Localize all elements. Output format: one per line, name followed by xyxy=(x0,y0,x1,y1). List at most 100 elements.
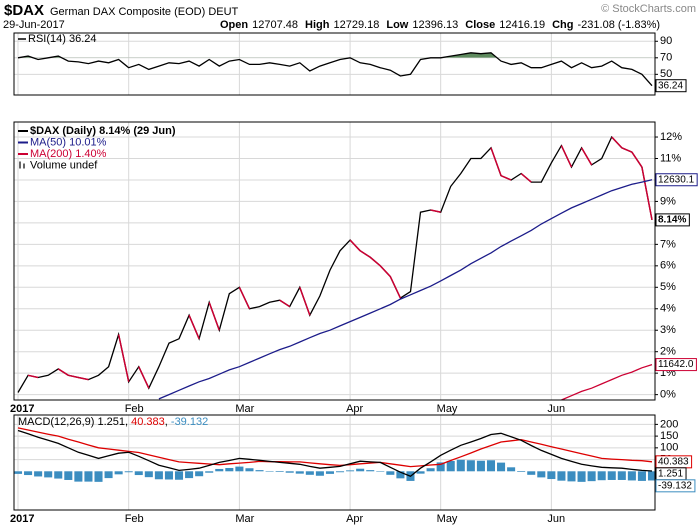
down-segment xyxy=(560,145,573,168)
histogram-bar xyxy=(225,468,234,472)
down-segment xyxy=(500,174,512,181)
histogram-bar xyxy=(34,471,43,477)
quote-label: Low xyxy=(386,19,408,31)
down-segment xyxy=(279,299,291,308)
y-tick-label: 0% xyxy=(660,389,676,401)
x-tick-label: Feb xyxy=(125,513,144,525)
histogram-bar xyxy=(527,471,536,475)
x-tick-label: Mar xyxy=(235,403,254,415)
histogram-bar xyxy=(104,471,113,479)
end-label: -39.132 xyxy=(658,480,692,491)
y-tick-label: 4% xyxy=(660,303,676,315)
down-segment xyxy=(188,314,200,340)
legend-part: -39.132 xyxy=(171,416,208,428)
x-tick-label: Jun xyxy=(547,403,565,415)
histogram-bar xyxy=(507,467,516,472)
down-segment xyxy=(138,366,150,389)
series-line xyxy=(17,429,653,477)
histogram-bar xyxy=(497,462,506,472)
histogram-bar xyxy=(567,471,576,482)
y-tick-label: 100 xyxy=(660,442,678,454)
histogram-bar xyxy=(476,460,485,472)
histogram-bar xyxy=(305,471,314,475)
histogram-bar xyxy=(114,471,123,475)
histogram-bar xyxy=(154,471,163,480)
y-tick-label: 70 xyxy=(660,52,672,64)
histogram-bar xyxy=(295,471,304,474)
quote-value: 12396.13 xyxy=(412,19,458,31)
histogram-bar xyxy=(647,471,655,481)
series-line xyxy=(158,179,653,400)
legend-part: 40.383 xyxy=(131,416,165,428)
y-tick-label: 12% xyxy=(660,131,682,143)
y-tick-label: 200 xyxy=(660,418,678,430)
series-line xyxy=(17,52,653,87)
x-tick-label: Feb xyxy=(125,403,144,415)
end-label: 12630.1 xyxy=(658,174,695,185)
histogram-bar xyxy=(265,471,274,472)
histogram-bar xyxy=(235,466,244,472)
down-segment xyxy=(611,136,623,149)
histogram-bar xyxy=(346,470,355,472)
end-label: 40.383 xyxy=(658,456,689,467)
y-tick-label: 150 xyxy=(660,430,678,442)
histogram-bar xyxy=(547,471,556,480)
histogram-bar xyxy=(215,468,224,472)
y-tick-label: 5% xyxy=(660,281,676,293)
histogram-bar xyxy=(94,471,103,482)
down-segment xyxy=(68,374,79,379)
legend: RSI(14) 36.24 xyxy=(28,33,96,45)
quote-value: 12729.18 xyxy=(333,19,379,31)
histogram-bar xyxy=(426,468,435,472)
end-label: 36.24 xyxy=(658,80,683,91)
x-tick-label: May xyxy=(437,403,458,415)
histogram-bar xyxy=(356,468,365,472)
y-tick-label: 6% xyxy=(660,260,676,272)
end-label-box xyxy=(655,479,696,493)
down-segment xyxy=(349,239,361,252)
x-tick-label: 2017 xyxy=(10,513,34,525)
histogram-bar xyxy=(325,471,334,474)
legend-entry: $DAX (Daily) 8.14% (29 Jun) xyxy=(30,125,176,137)
quote-value: 12416.19 xyxy=(499,19,545,31)
histogram-bar xyxy=(185,471,194,479)
histogram-bar xyxy=(245,468,254,472)
down-segment xyxy=(520,172,532,183)
histogram-bar xyxy=(64,471,73,480)
histogram-bar xyxy=(336,471,345,473)
histogram-bar xyxy=(255,470,264,472)
panel-frame xyxy=(13,121,656,401)
histogram-bar xyxy=(134,471,143,476)
legend-part: MACD(12,26,9) 1.251, xyxy=(18,416,131,428)
series-line xyxy=(17,135,653,393)
x-tick-label: Apr xyxy=(346,403,363,415)
panel-frame xyxy=(13,414,656,511)
down-segment xyxy=(430,209,441,213)
quote-value: 12707.48 xyxy=(252,19,298,31)
date: 29-Jun-2017 xyxy=(3,19,65,31)
histogram-bar xyxy=(587,471,596,482)
histogram-bar xyxy=(627,471,636,481)
down-segment xyxy=(621,147,633,153)
y-tick-label: 11% xyxy=(660,152,681,164)
histogram-bar xyxy=(416,471,425,474)
y-tick-label: 50 xyxy=(660,68,672,80)
down-segment xyxy=(57,368,69,376)
quote-label: High xyxy=(305,19,330,31)
histogram-bar xyxy=(577,471,586,482)
x-tick-label: Mar xyxy=(235,513,254,525)
histogram-bar xyxy=(517,471,526,472)
down-segment xyxy=(369,256,381,267)
histogram-bar xyxy=(466,460,475,472)
down-segment xyxy=(359,250,371,258)
down-segment xyxy=(208,302,220,331)
histogram-bar xyxy=(396,471,405,479)
histogram-bar xyxy=(164,471,173,480)
y-tick-label: 90 xyxy=(660,35,672,47)
histogram-bar xyxy=(607,471,616,480)
quote-label: Open xyxy=(220,19,248,31)
legend-entry: Volume undef xyxy=(30,159,98,171)
histogram-bar xyxy=(14,471,23,474)
histogram-bar xyxy=(597,471,606,481)
legend-part: , xyxy=(165,416,171,428)
